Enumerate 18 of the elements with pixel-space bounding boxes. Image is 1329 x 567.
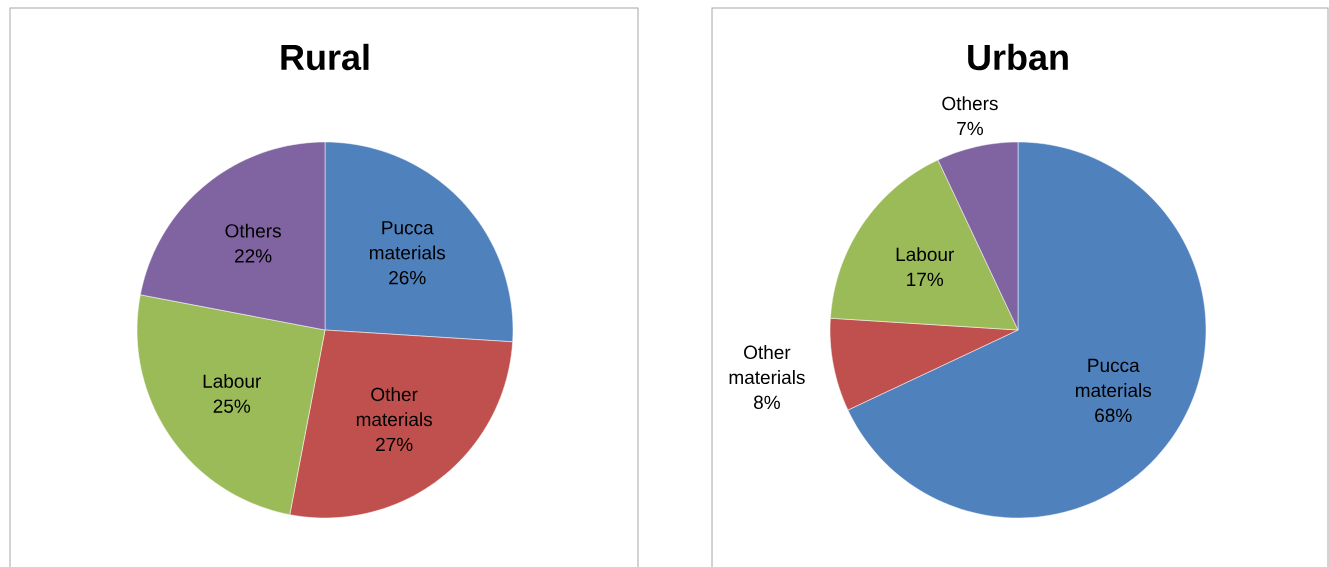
data-label: 26% xyxy=(389,270,426,285)
slice-label: Others xyxy=(225,223,281,238)
data-label: 68% xyxy=(1095,408,1132,423)
data-label: 27% xyxy=(376,437,413,452)
slice-label: Others xyxy=(942,96,998,111)
data-label: 17% xyxy=(907,272,944,287)
slice-label: Other materials xyxy=(729,345,805,385)
data-label: 22% xyxy=(235,249,272,263)
slice-label: Labour xyxy=(896,247,954,262)
slice-label: Pucca materials xyxy=(1075,358,1152,398)
chart-title: Urban xyxy=(968,43,1068,71)
data-label: 25% xyxy=(213,399,251,413)
slice-label: Other materials xyxy=(356,387,432,427)
data-label: 8% xyxy=(754,395,780,410)
slice-label: Labour xyxy=(203,373,261,388)
chart-title: Rural xyxy=(281,43,369,71)
slice-label: Pucca materials xyxy=(369,221,446,260)
data-label: 7% xyxy=(957,121,983,136)
